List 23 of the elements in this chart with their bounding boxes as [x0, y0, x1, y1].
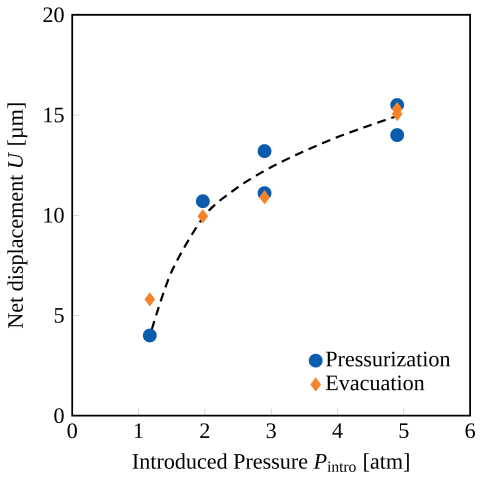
x-tick-label: 6 — [466, 423, 475, 438]
x-tick-label: 5 — [400, 423, 408, 438]
point — [390, 128, 404, 142]
legend-label: Evacuation — [326, 375, 424, 390]
point — [259, 190, 270, 204]
x-tick-label: 0 — [68, 423, 77, 438]
point — [144, 292, 156, 306]
y-axis-title: Net displacement U [µm] — [7, 103, 28, 328]
point — [142, 328, 157, 342]
y-tick-label: 0 — [54, 408, 64, 423]
point — [198, 209, 208, 224]
y-tick-label: 5 — [54, 308, 64, 323]
x-tick-label: 4 — [332, 423, 343, 438]
x-axis-title: Introduced Pressure P$_{intro}$ [atm] — [132, 453, 409, 472]
y-tick-label: 10 — [44, 208, 64, 223]
point — [258, 144, 272, 158]
y-tick-label: 20 — [43, 7, 64, 22]
x-tick-label: 1 — [134, 423, 143, 438]
point — [196, 194, 210, 208]
y-tick-label: 15 — [44, 107, 64, 122]
legend-label: Pressurization — [326, 351, 450, 366]
x-tick-label: 3 — [266, 423, 276, 438]
x-tick-label: 2 — [200, 423, 210, 438]
